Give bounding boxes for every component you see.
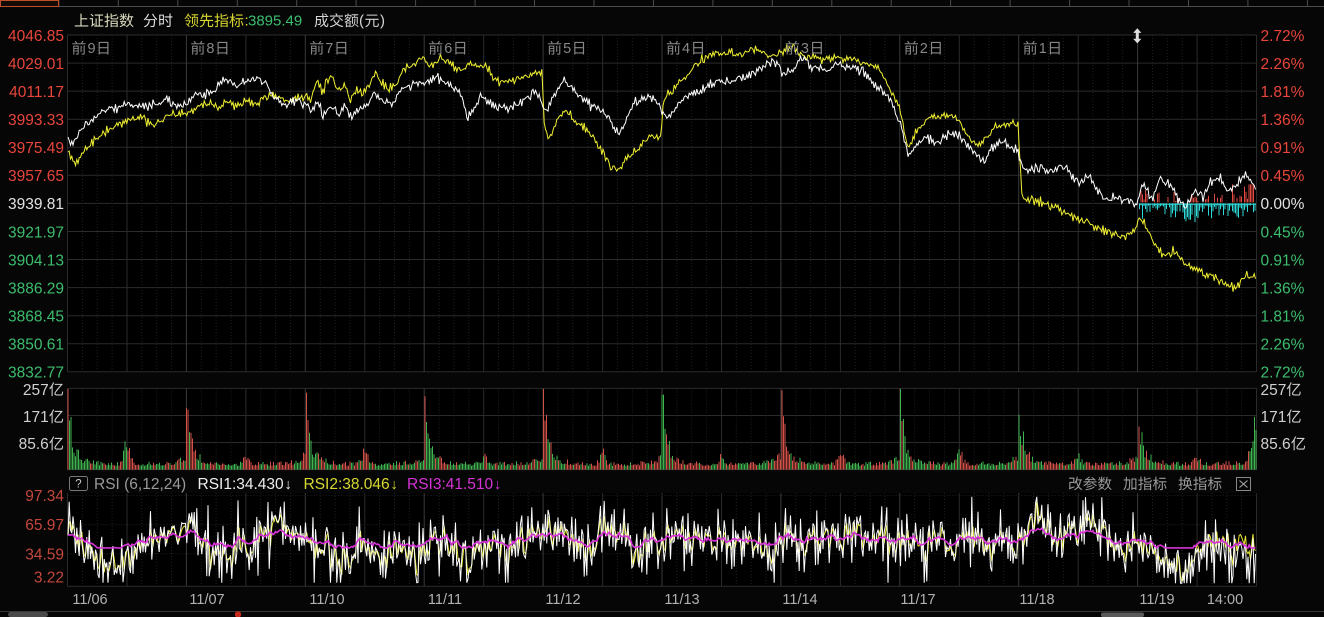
svg-text:3: 3 (801, 41, 809, 57)
svg-text:3850.61: 3850.61 (8, 337, 64, 354)
svg-text:3868.45: 3868.45 (8, 309, 64, 326)
svg-text:5: 5 (563, 41, 571, 57)
svg-text:0.91%: 0.91% (1261, 140, 1305, 157)
svg-text:3904.13: 3904.13 (8, 252, 64, 269)
svg-text:↓: ↓ (285, 477, 292, 493)
svg-text:85.6: 85.6 (1261, 436, 1291, 453)
svg-text:1.36%: 1.36% (1261, 280, 1305, 297)
svg-text:11/19: 11/19 (1139, 592, 1174, 608)
svg-text:4011.17: 4011.17 (9, 84, 64, 101)
svg-text:3975.49: 3975.49 (8, 140, 64, 157)
svg-text:14:00: 14:00 (1207, 592, 1243, 608)
svg-text:↓: ↓ (494, 477, 501, 493)
svg-text:2.26%: 2.26% (1261, 337, 1305, 354)
svg-text:): ) (380, 13, 385, 30)
svg-text:6: 6 (444, 41, 452, 57)
svg-text:4029.01: 4029.01 (8, 56, 64, 73)
svg-text:3939.81: 3939.81 (8, 196, 64, 213)
svg-text:3957.65: 3957.65 (8, 168, 64, 185)
svg-text:(: ( (359, 13, 364, 30)
svg-text:85.6: 85.6 (19, 436, 49, 453)
svg-text:2.72%: 2.72% (1261, 28, 1305, 45)
svg-text:3993.33: 3993.33 (8, 112, 64, 129)
svg-text:11/12: 11/12 (545, 592, 580, 608)
svg-text:171: 171 (23, 409, 49, 426)
svg-text:RSI3:41.510: RSI3:41.510 (407, 476, 494, 493)
svg-text:97.34: 97.34 (25, 488, 64, 505)
svg-text:0.45%: 0.45% (1261, 168, 1305, 185)
svg-text:3921.97: 3921.97 (8, 224, 64, 241)
svg-text:11/18: 11/18 (1019, 592, 1054, 608)
svg-text:11/11: 11/11 (428, 592, 462, 608)
svg-text:171: 171 (1261, 409, 1287, 426)
svg-text:0.91%: 0.91% (1261, 252, 1305, 269)
svg-text::: : (245, 13, 249, 30)
svg-text:2.26%: 2.26% (1261, 56, 1305, 73)
svg-text:11/14: 11/14 (782, 592, 817, 608)
svg-text:2: 2 (920, 41, 928, 57)
svg-text:?: ? (75, 479, 81, 491)
svg-text:3886.29: 3886.29 (8, 280, 64, 297)
svg-text:11/07: 11/07 (189, 592, 224, 608)
svg-text:11/13: 11/13 (664, 592, 699, 608)
svg-text:3832.77: 3832.77 (8, 365, 64, 382)
svg-text:9: 9 (88, 41, 96, 57)
svg-text:7: 7 (325, 41, 333, 57)
svg-text:RSI2:38.046: RSI2:38.046 (304, 476, 390, 493)
svg-text:65.97: 65.97 (25, 517, 64, 534)
svg-text:11/06: 11/06 (72, 592, 107, 608)
svg-text:257: 257 (1261, 382, 1287, 399)
svg-text:34.59: 34.59 (25, 546, 64, 563)
svg-text:11/10: 11/10 (309, 592, 344, 608)
svg-text:1.36%: 1.36% (1261, 112, 1305, 129)
svg-text:RSI (6,12,24): RSI (6,12,24) (94, 476, 186, 493)
svg-text:0.00%: 0.00% (1261, 196, 1305, 213)
svg-text:3.22: 3.22 (34, 569, 64, 586)
svg-text:8: 8 (206, 41, 214, 57)
svg-text:11/17: 11/17 (900, 592, 935, 608)
svg-text:RSI1:34.430: RSI1:34.430 (198, 476, 285, 493)
svg-text:0.45%: 0.45% (1261, 224, 1305, 241)
svg-text:1.81%: 1.81% (1261, 84, 1305, 101)
svg-text:2.72%: 2.72% (1261, 365, 1305, 382)
svg-text:4046.85: 4046.85 (8, 28, 64, 45)
svg-text:4: 4 (682, 41, 690, 57)
svg-text:1.81%: 1.81% (1261, 309, 1305, 326)
svg-text:1: 1 (1039, 41, 1047, 57)
svg-text:3895.49: 3895.49 (248, 13, 302, 30)
svg-text:↓: ↓ (391, 477, 398, 493)
svg-text:257: 257 (23, 382, 49, 399)
